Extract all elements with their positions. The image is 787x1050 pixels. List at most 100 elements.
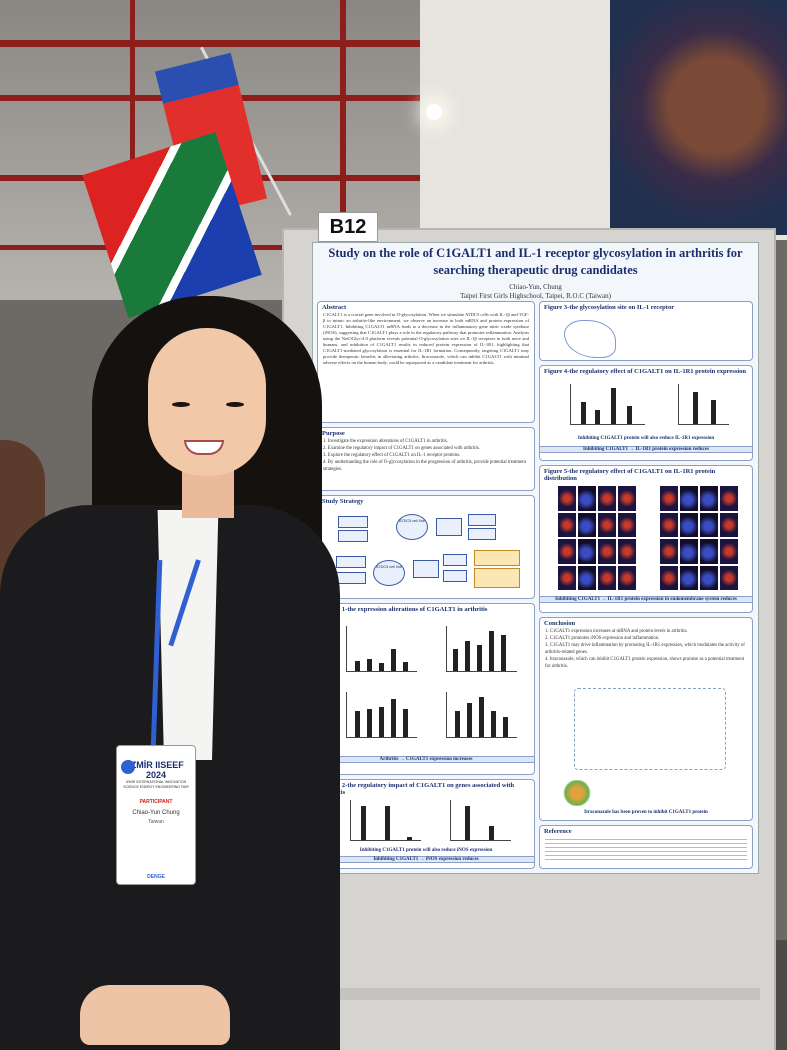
figure3-panel: Figure 3-the glycosylation site on IL-1 …: [539, 301, 753, 361]
figure5-caption: Inhibiting C1GALT1 → IL-1R1 protein expr…: [540, 596, 752, 603]
badge-sponsor-logo: DENGE: [147, 874, 165, 880]
conclusion-heading: Conclusion: [544, 620, 576, 627]
flow-node: [468, 528, 496, 540]
fig1-chart-d: [446, 692, 517, 738]
figure1-caption: Arthritis → C1GALT1 expression increases: [318, 756, 534, 763]
chart-bar: [465, 641, 470, 671]
chart-bar: [385, 806, 390, 840]
conclusion-note: Itraconazole has been proven to inhibit …: [584, 810, 708, 815]
purpose-list: 1. Investigate the expression alteration…: [318, 438, 534, 473]
figure4-heading: Figure 4-the regulatory effect of C1GALT…: [544, 368, 747, 375]
figure4-caption-box: Inhibiting C1GALT1 → IL-1R1 protein expr…: [540, 446, 752, 453]
receptor-structure-image: [564, 320, 616, 358]
chart-bar: [403, 662, 408, 671]
chart-bar: [465, 806, 470, 840]
chart-bar: [595, 410, 600, 424]
chart-bar: [367, 659, 372, 671]
microscopy-grid-control: [558, 486, 636, 590]
chart-bar: [489, 826, 494, 840]
flow-node: [436, 518, 462, 536]
purpose-panel: Purpose 1. Investigate the expression al…: [317, 427, 535, 491]
flow-node: [336, 556, 366, 568]
flow-node: [336, 572, 366, 584]
flow-node-highlight: [474, 550, 520, 566]
chart-bar: [611, 388, 616, 424]
figure1-panel: Figure 1-the expression alterations of C…: [317, 603, 535, 775]
chart-bar: [407, 837, 412, 840]
poster-title: Study on the role of C1GALT1 and IL-1 re…: [328, 246, 743, 277]
ceiling-lamp: [426, 104, 442, 120]
flow-node: [443, 570, 467, 582]
purpose-item: 3. Explore the regulatory effect of C1GA…: [323, 453, 461, 458]
chart-bar: [467, 703, 472, 737]
wall-mural: [610, 0, 787, 235]
chart-bar: [489, 631, 494, 671]
pathway-diagram: [574, 688, 726, 770]
science-poster: Study on the role of C1GALT1 and IL-1 re…: [312, 242, 759, 874]
figure4-caption: Inhibiting C1GALT1 protein will also red…: [577, 436, 715, 441]
chart-bar: [379, 707, 384, 737]
name-badge: İZMİR IISEEF 2024 IZMIR INTERNATIONAL IN…: [116, 745, 196, 885]
chart-bar: [403, 709, 408, 737]
fig1-chart-c: [346, 692, 417, 738]
truss-column: [340, 0, 346, 230]
flow-node: [443, 554, 467, 566]
flow-node-cell-line: ATDC5 cell line: [396, 514, 428, 540]
purpose-heading: Purpose: [322, 430, 345, 437]
chart-bar: [581, 402, 586, 424]
chart-bar: [391, 699, 396, 737]
figure2-heading: Figure 2-the regulatory impact of C1GALT…: [322, 782, 515, 796]
conclusion-item: 3. C1GALT1 may drive inflammation by pro…: [545, 643, 745, 655]
author-affiliation: Taipei First Girls Highschool, Taipei, R…: [460, 292, 611, 300]
figure4-panel: Figure 4-the regulatory effect of C1GALT…: [539, 365, 753, 461]
person-eye: [226, 402, 244, 407]
reference-heading: Reference: [544, 828, 572, 835]
truss-beam: [0, 40, 470, 47]
chart-bar: [453, 649, 458, 671]
reference-panel: Reference: [539, 825, 753, 869]
person-eye: [172, 402, 190, 407]
flow-node-cell-line: ATDC5 cell line: [373, 560, 405, 586]
conclusion-item: 4. Itraconazole, which can inhibit C1GAL…: [545, 657, 745, 669]
person-neck: [182, 468, 234, 518]
conclusion-panel: Conclusion 1. C1GALT1 expression increas…: [539, 617, 753, 821]
abstract-text: C1GALT1 is a crucial gene involved in O-…: [323, 312, 529, 365]
figure1-heading: Figure 1-the expression alterations of C…: [322, 606, 488, 613]
board-number-label: B12: [318, 212, 378, 242]
flow-node: [413, 560, 439, 578]
badge-subtitle: IZMIR INTERNATIONAL INNOVATION SCIENCE E…: [123, 780, 189, 789]
chart-bar: [477, 645, 482, 671]
conclusion-item: 2. C1GALT1 promotes iNOS expression and …: [545, 636, 660, 641]
chart-bar: [693, 392, 698, 424]
figure5-panel: Figure 5-the regulatory effect of C1GALT…: [539, 465, 753, 613]
chart-bar: [367, 709, 372, 737]
fig4-chart-a: [570, 384, 645, 425]
protein-structure-image: [562, 780, 592, 806]
purpose-item: 1. Investigate the expression alteration…: [323, 439, 448, 444]
stand-crossbar: [290, 988, 760, 1000]
person-shirt: [157, 510, 219, 760]
badge-event-title: İZMİR IISEEF 2024: [128, 760, 184, 780]
abstract-panel: Abstract C1GALT1 is a crucial gene invol…: [317, 301, 535, 423]
purpose-item: 4. By understanding the role of O-glycos…: [323, 460, 527, 472]
flow-node: [338, 516, 368, 528]
abstract-heading: Abstract: [322, 304, 347, 311]
chart-bar: [503, 717, 508, 737]
chart-bar: [361, 806, 366, 840]
badge-name: Chiao-Yun Chung: [132, 810, 180, 816]
truss-column: [130, 0, 135, 300]
chart-bar: [627, 406, 632, 424]
chart-bar: [455, 711, 460, 737]
fair-logo-icon: [121, 760, 135, 774]
conclusion-list: 1. C1GALT1 expression increases at mRNA …: [540, 628, 752, 670]
chart-bar: [379, 663, 384, 671]
person-hands: [80, 985, 230, 1045]
figure5-heading: Figure 5-the regulatory effect of C1GALT…: [544, 468, 716, 482]
microscopy-grid-treated: [660, 486, 738, 590]
fig2-chart-b: [450, 800, 511, 841]
fig1-chart-b: [446, 626, 517, 672]
flow-node-highlight: [474, 568, 520, 588]
fig1-chart-a: [346, 626, 417, 672]
author-name: Chiao-Yun, Chung: [509, 283, 562, 291]
chart-bar: [491, 711, 496, 737]
